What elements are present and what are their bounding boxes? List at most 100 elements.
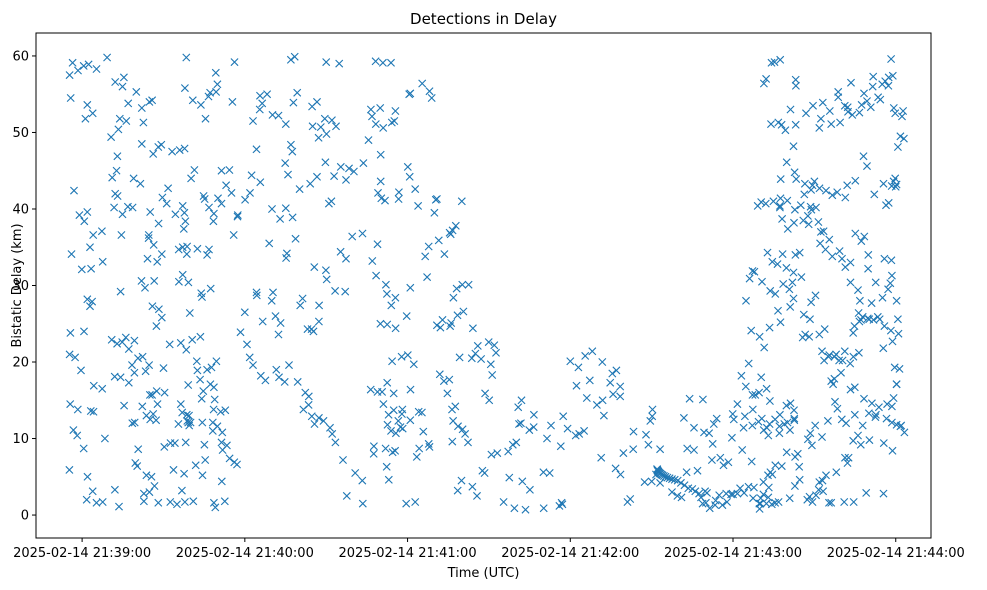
data-point-marker: [144, 231, 153, 239]
x-axis-label: Time (UTC): [447, 566, 520, 581]
data-point-marker: [382, 462, 391, 471]
data-point-marker: [206, 380, 215, 389]
data-point-marker: [66, 94, 75, 102]
data-point-marker: [775, 429, 784, 438]
data-point-marker: [322, 130, 331, 138]
data-point-marker: [900, 428, 909, 437]
data-point-marker: [176, 400, 185, 409]
data-point-marker: [145, 361, 154, 370]
data-point-marker: [233, 460, 241, 469]
data-point-marker: [758, 277, 766, 286]
data-point-marker: [249, 117, 257, 125]
data-point-marker: [87, 264, 96, 273]
data-point-marker: [767, 58, 776, 67]
data-point-marker: [598, 396, 607, 405]
data-point-marker: [790, 406, 798, 415]
data-point-marker: [225, 166, 234, 174]
data-point-marker: [783, 196, 792, 205]
data-point-marker: [517, 396, 526, 405]
x-tick-label: 2025-02-14 21:40:00: [176, 546, 314, 561]
data-point-marker: [336, 162, 345, 171]
data-point-marker: [805, 332, 814, 341]
data-point-marker: [824, 352, 833, 361]
data-point-marker: [186, 418, 195, 427]
data-point-marker: [391, 293, 400, 302]
data-point-marker: [850, 383, 859, 392]
data-point-marker: [439, 377, 448, 386]
data-point-marker: [724, 458, 733, 467]
data-point-marker: [443, 389, 452, 398]
data-point-marker: [381, 280, 390, 289]
data-point-marker: [130, 418, 139, 427]
data-point-marker: [321, 158, 330, 167]
data-point-marker: [314, 413, 323, 422]
data-point-marker: [778, 214, 787, 223]
data-point-marker: [398, 405, 407, 414]
data-point-marker: [795, 462, 804, 471]
data-point-marker: [729, 415, 738, 424]
data-point-marker: [790, 218, 798, 227]
data-point-marker: [160, 442, 169, 451]
data-point-marker: [398, 424, 407, 433]
data-point-marker: [445, 375, 454, 384]
data-point-marker: [516, 419, 525, 428]
data-point-marker: [740, 412, 749, 421]
data-point-marker: [446, 230, 455, 239]
data-point-marker: [452, 284, 461, 293]
data-point-marker: [425, 442, 434, 451]
data-point-marker: [867, 399, 876, 408]
data-point-marker: [747, 326, 756, 335]
data-point-marker: [402, 312, 411, 321]
data-point-marker: [775, 422, 784, 431]
data-point-marker: [771, 289, 780, 298]
data-point-marker: [275, 373, 283, 382]
data-point-marker: [190, 166, 199, 174]
data-point-marker: [335, 59, 344, 68]
data-point-marker: [708, 439, 717, 448]
data-point-marker: [690, 446, 698, 454]
data-point-marker: [330, 172, 339, 181]
data-point-marker: [162, 199, 171, 208]
data-point-marker: [138, 352, 147, 361]
data-point-marker: [899, 107, 908, 115]
data-point-marker: [430, 208, 439, 217]
data-point-marker: [89, 381, 98, 390]
data-point-marker: [791, 250, 800, 259]
data-point-marker: [198, 293, 206, 301]
data-point-marker: [508, 440, 517, 449]
data-point-marker: [122, 117, 131, 125]
data-point-marker: [188, 96, 197, 105]
data-point-marker: [585, 376, 594, 385]
data-point-marker: [647, 477, 656, 486]
y-tick-label: 30: [12, 279, 29, 294]
data-point-marker: [467, 354, 476, 363]
data-point-marker: [833, 404, 842, 413]
data-point-marker: [815, 184, 824, 193]
data-point-marker: [217, 166, 226, 175]
data-point-marker: [449, 293, 458, 302]
data-point-marker: [788, 278, 797, 287]
data-point-marker: [770, 58, 779, 67]
data-point-marker: [559, 412, 568, 421]
markers-layer: [65, 52, 909, 514]
data-point-marker: [835, 247, 844, 256]
data-point-marker: [79, 444, 88, 453]
data-point-marker: [575, 429, 584, 438]
data-point-marker: [376, 104, 385, 112]
data-point-marker: [181, 438, 190, 447]
data-point-marker: [286, 140, 295, 149]
data-point-marker: [656, 445, 665, 454]
data-point-marker: [359, 159, 368, 168]
data-point-marker: [884, 198, 893, 207]
data-point-marker: [773, 260, 782, 269]
data-point-marker: [574, 363, 583, 372]
data-point-marker: [180, 144, 189, 153]
data-point-marker: [779, 280, 788, 288]
data-point-marker: [875, 315, 884, 324]
data-point-marker: [120, 401, 129, 410]
data-point-marker: [455, 353, 464, 362]
data-point-marker: [298, 294, 307, 303]
data-point-marker: [838, 356, 847, 365]
data-point-marker: [860, 394, 868, 403]
data-point-marker: [889, 394, 898, 402]
